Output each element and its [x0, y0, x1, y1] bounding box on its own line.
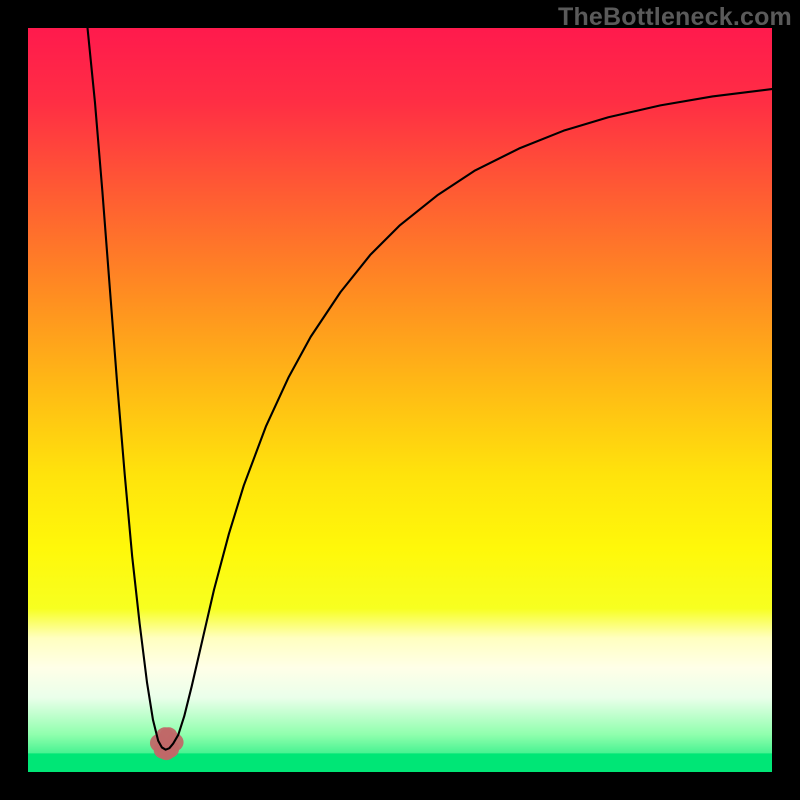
baseline-strip	[28, 753, 772, 772]
plot-svg	[0, 0, 800, 800]
watermark-text: TheBottleneck.com	[558, 3, 792, 32]
bottleneck-curve	[88, 28, 772, 750]
